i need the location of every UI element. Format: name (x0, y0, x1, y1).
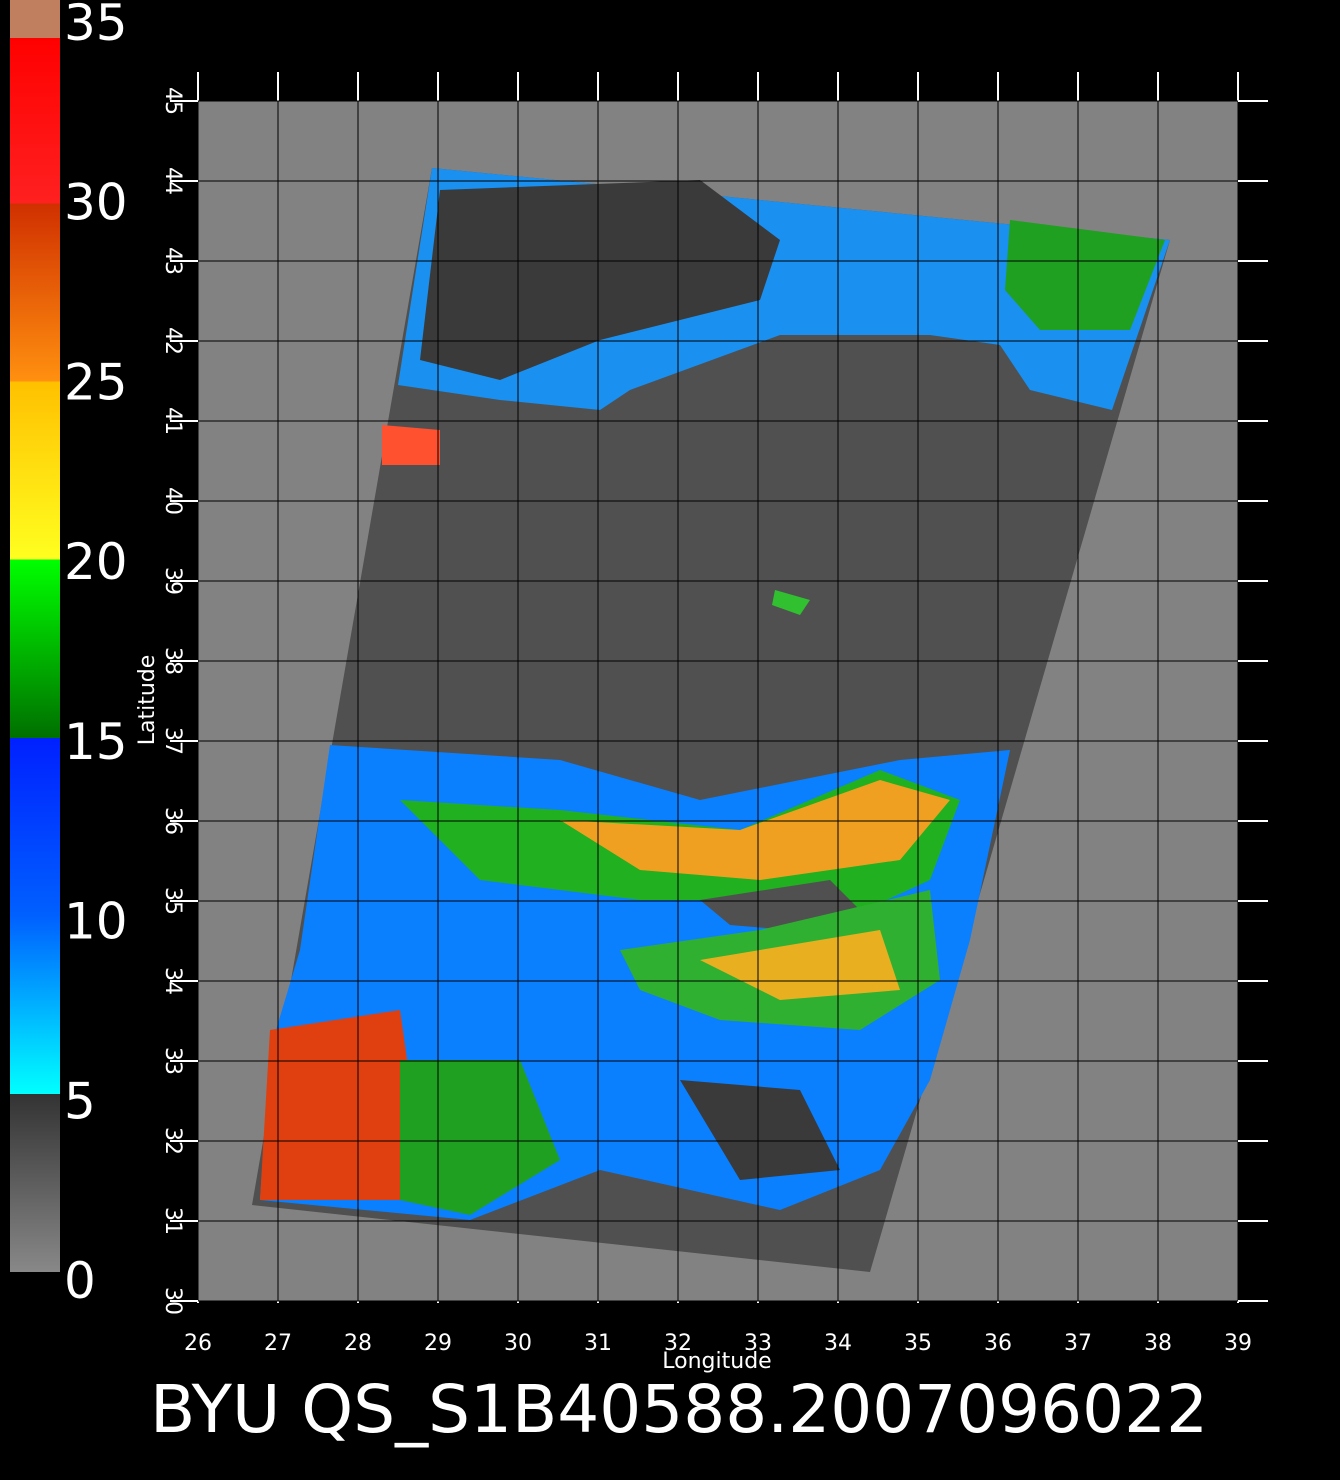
x-tick-label: 32 (664, 1331, 692, 1356)
x-tick-label: 39 (1224, 1331, 1252, 1356)
y-axis-label: Latitude (135, 655, 160, 746)
y-tick-label: 45 (160, 87, 185, 115)
east-yellow (700, 930, 900, 1000)
colorbar-label: 15 (64, 713, 128, 771)
y-tick-label: 43 (160, 247, 185, 275)
title: BYU QS_S1B40588.2007096022 (150, 1371, 1208, 1448)
colorbar-label: 25 (64, 353, 128, 411)
y-tick-label: 41 (160, 407, 185, 435)
y-tick-label: 39 (160, 567, 185, 595)
x-tick-label: 27 (264, 1331, 292, 1356)
x-tick-label: 38 (1144, 1331, 1172, 1356)
y-tick-label: 40 (160, 487, 185, 515)
y-tick-label: 37 (160, 727, 185, 755)
x-tick-label: 37 (1064, 1331, 1092, 1356)
y-tick-label: 33 (160, 1047, 185, 1075)
y-tick-label: 35 (160, 887, 185, 915)
island (382, 425, 440, 465)
y-tick-label: 30 (160, 1287, 185, 1315)
colorbar-label: 30 (64, 174, 128, 232)
north-dark (420, 180, 780, 380)
y-tick-label: 34 (160, 967, 185, 995)
colorbar (10, 0, 60, 1272)
y-tick-label: 32 (160, 1127, 185, 1155)
colorbar-label: 35 (64, 0, 128, 52)
y-tick-label: 31 (160, 1207, 185, 1235)
south-orange (560, 780, 950, 880)
x-axis-label: Longitude (662, 1349, 771, 1374)
x-tick-label: 36 (984, 1331, 1012, 1356)
x-tick-label: 31 (584, 1331, 612, 1356)
north-green (1005, 220, 1165, 330)
colorbar-label: 0 (64, 1252, 96, 1310)
colorbar-label: 10 (64, 893, 128, 951)
x-tick-label: 28 (344, 1331, 372, 1356)
x-tick-label: 29 (424, 1331, 452, 1356)
colorbar-label: 5 (64, 1072, 96, 1130)
island (772, 590, 810, 615)
colorbar-label: 20 (64, 533, 128, 591)
y-tick-label: 42 (160, 327, 185, 355)
west-orange (260, 1010, 420, 1200)
y-tick-label: 44 (160, 167, 185, 195)
x-tick-label: 34 (824, 1331, 852, 1356)
x-tick-label: 26 (184, 1331, 212, 1356)
west-green (400, 1060, 560, 1215)
y-tick-label: 38 (160, 647, 185, 675)
south-dark (680, 1080, 840, 1180)
x-tick-label: 35 (904, 1331, 932, 1356)
x-tick-label: 30 (504, 1331, 532, 1356)
x-tick-label: 33 (744, 1331, 772, 1356)
y-tick-label: 36 (160, 807, 185, 835)
